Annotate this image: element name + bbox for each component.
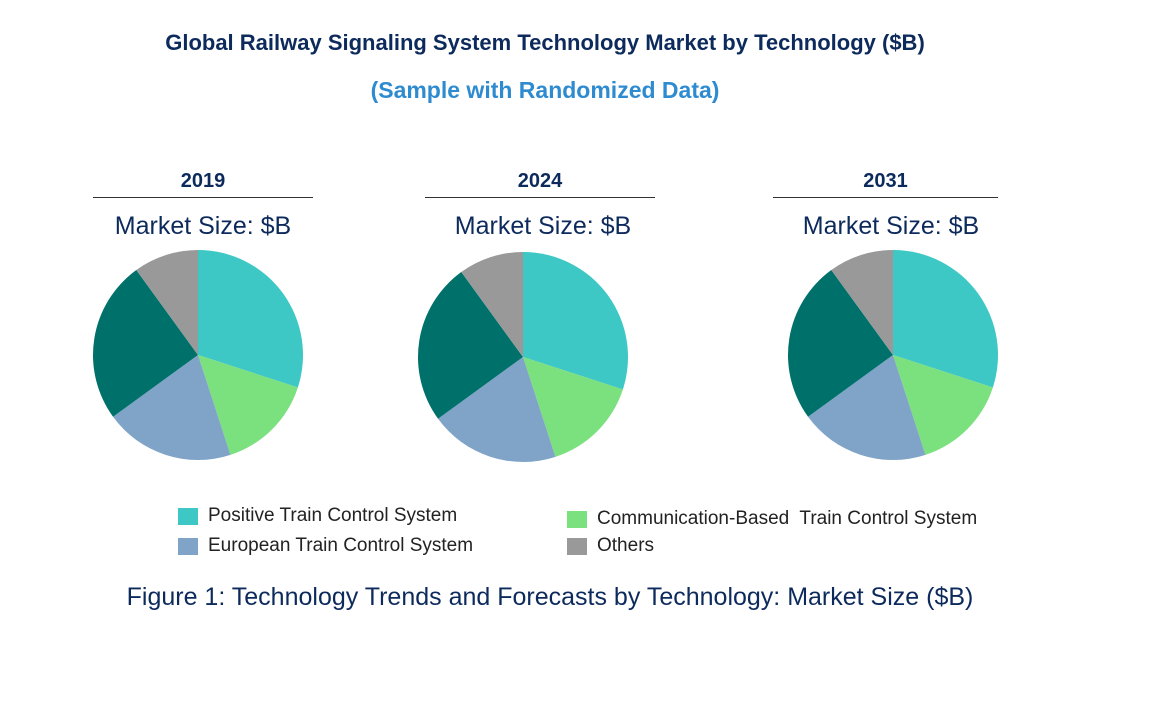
pie-slice-2031-1 (893, 355, 993, 455)
legend-label: Others (597, 535, 655, 556)
market-size-label-2019: Market Size: $B (114, 212, 292, 240)
pie-year-2031: 2031 (773, 170, 998, 198)
pie-slice-2019-1 (198, 355, 298, 455)
legend-label: European Train Control System (208, 535, 474, 556)
legend-swatch (567, 510, 587, 528)
pie-slice-2019-2 (113, 355, 231, 460)
pie-year-2019: 2019 (93, 170, 313, 198)
figure-caption: Figure 1: Technology Trends and Forecast… (126, 583, 974, 611)
pie-slice-2031-0 (893, 250, 999, 388)
market-size-label-2031: Market Size: $B (802, 212, 980, 240)
legend-item-others: Others (567, 535, 654, 557)
pie-slice-2024-1 (523, 357, 623, 457)
pie-slice-2019-0 (198, 250, 303, 388)
legend-item-ptc: Positive Train Control System (178, 505, 457, 527)
legend-label: Communication-Based Train Control System (597, 508, 978, 529)
pie-year-2024: 2024 (425, 170, 655, 198)
legend-swatch (178, 507, 198, 525)
pie-slice-2024-4 (461, 252, 523, 357)
pie-slice-2024-3 (418, 272, 523, 419)
legend-label: Positive Train Control System (208, 505, 458, 526)
pie-slice-2019-3 (93, 270, 198, 417)
pie-slice-2031-4 (831, 250, 893, 355)
pie-slice-2031-2 (808, 355, 926, 460)
legend-swatch (567, 537, 587, 555)
pie-slice-2019-4 (136, 250, 198, 355)
market-size-label-2024: Market Size: $B (454, 212, 632, 240)
pie-slice-2024-2 (438, 357, 556, 462)
legend-swatch (178, 537, 198, 555)
chart-subtitle: (Sample with Randomized Data) (370, 77, 720, 103)
pie-slice-2031-3 (788, 270, 893, 417)
legend-item-etcs: European Train Control System (178, 535, 473, 557)
chart-title: Global Railway Signaling System Technolo… (165, 30, 925, 55)
pie-slice-2024-0 (523, 252, 628, 390)
legend-item-cbtc: Communication-Based Train Control System (567, 508, 977, 530)
